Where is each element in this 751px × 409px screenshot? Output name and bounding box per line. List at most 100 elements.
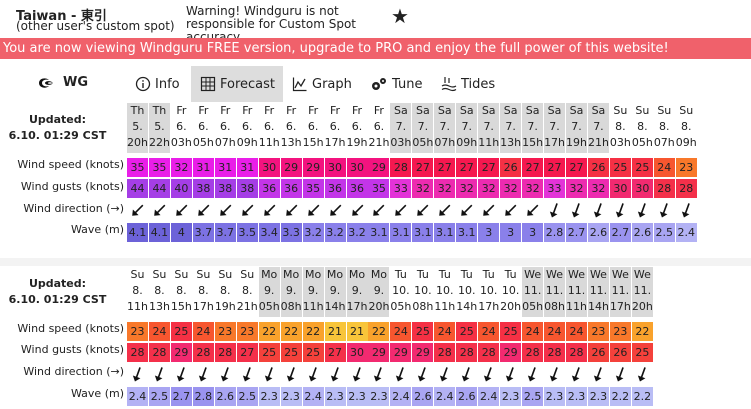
column-date: 11. xyxy=(633,284,652,297)
label-wind-gusts: Wind gusts (knots) xyxy=(20,343,124,356)
column-day: Tu xyxy=(416,268,429,281)
column-day: Sa xyxy=(459,104,474,117)
column-day: Mo xyxy=(304,268,322,281)
wind-speed-cell: 25 xyxy=(170,322,192,341)
tab-forecast[interactable]: Forecast xyxy=(191,66,283,102)
column-header: Tu 10. 20h xyxy=(500,267,522,317)
wind-gusts-cell: 28 xyxy=(566,343,587,362)
wind-gusts-cell: 28 xyxy=(148,343,170,362)
wind-speed-cell: 31 xyxy=(192,158,214,177)
wind-speed-cell: 25 xyxy=(456,322,478,341)
column-header: Sa 7. 21h xyxy=(587,103,609,153)
column-hour: 19h xyxy=(214,300,236,313)
wind-speed-cell: 27 xyxy=(412,158,434,177)
wind-gusts-cell: 32 xyxy=(587,179,609,198)
favorite-star-icon[interactable]: ★ xyxy=(391,4,409,28)
column-day: Su xyxy=(152,268,167,281)
column-hour: 05h xyxy=(390,300,412,313)
column-day: Fr xyxy=(351,104,363,117)
wind-direction-arrow-icon xyxy=(325,200,346,221)
column-date: 9. xyxy=(329,284,341,297)
wind-direction-arrow-icon xyxy=(456,364,477,385)
tab-tides[interactable]: Tides xyxy=(441,66,501,102)
wave-cell: 2.4 xyxy=(434,387,456,406)
windguru-logo[interactable]: WG xyxy=(37,75,88,90)
column-header: Tu 10. 05h xyxy=(390,267,412,317)
wave-cell: 3 xyxy=(500,223,522,242)
wind-direction-arrow-icon xyxy=(171,364,192,385)
column-hour: 08h xyxy=(544,300,566,313)
wave-cell: 2.4 xyxy=(478,387,500,406)
column-header: Mo 9. 20h xyxy=(368,267,390,317)
column-hour: 19h xyxy=(566,136,587,149)
forecast-table-1: Updated: 6.10. 01:29 CST Wind speed (kno… xyxy=(0,102,751,268)
wind-gusts-cell: 36 xyxy=(346,179,368,198)
tab-info[interactable]: Info xyxy=(135,66,185,102)
label-wave: Wave (m) xyxy=(71,223,124,236)
column-date: 6. xyxy=(220,120,231,133)
column-date: 11. xyxy=(611,284,630,297)
tab-tune[interactable]: Tune xyxy=(370,66,426,102)
wind-direction-arrow-icon xyxy=(544,364,565,385)
windguru-logo-icon xyxy=(39,77,53,88)
wind-direction-arrow-icon xyxy=(522,364,543,385)
column-date: 7. xyxy=(395,120,407,133)
column-date: 8. xyxy=(198,284,209,297)
column-date: 8. xyxy=(637,120,648,133)
column-day: Sa xyxy=(437,104,452,117)
column-header: Fr 6. 19h xyxy=(346,103,368,153)
column-hour: 07h xyxy=(434,136,456,149)
column-hour: 17h xyxy=(346,300,368,313)
wave-cell: 3.1 xyxy=(390,223,412,242)
column-date: 5. xyxy=(132,120,143,133)
column-date: 11. xyxy=(545,284,564,297)
column-date: 9. xyxy=(285,284,297,297)
column-header: Sa 7. 19h xyxy=(566,103,587,153)
wind-direction-arrow-icon xyxy=(127,200,148,221)
wave-cell: 2.6 xyxy=(587,223,609,242)
column-day: Sa xyxy=(591,104,606,117)
column-date: 6. xyxy=(329,120,341,133)
wind-gusts-cell: 26 xyxy=(587,343,609,362)
wind-direction-arrow-icon xyxy=(127,364,148,385)
upgrade-banner[interactable]: You are now viewing Windguru FREE versio… xyxy=(0,38,751,59)
column-day: Su xyxy=(240,268,255,281)
wave-cell: 4.1 xyxy=(148,223,170,242)
wind-speed-cell: 22 xyxy=(368,322,390,341)
wind-direction-arrow-icon xyxy=(500,364,521,385)
tab-graph-label: Graph xyxy=(312,76,352,92)
wave-cell: 2.3 xyxy=(500,387,522,406)
column-header: Tu 10. 14h xyxy=(456,267,478,317)
wave-cell: 2.3 xyxy=(566,387,587,406)
wind-speed-cell: 24 xyxy=(192,322,214,341)
wave-cell: 2.3 xyxy=(346,387,368,406)
wave-cell: 3.3 xyxy=(280,223,302,242)
wave-cell: 3.2 xyxy=(324,223,346,242)
wind-direction-arrow-icon xyxy=(149,200,170,221)
wind-gusts-cell: 28 xyxy=(456,343,478,362)
column-date: 6. xyxy=(373,120,385,133)
wind-speed-cell: 30 xyxy=(258,158,280,177)
wind-gusts-cell: 30 xyxy=(631,179,653,198)
wind-gusts-cell: 33 xyxy=(544,179,566,198)
graph-icon xyxy=(292,77,307,92)
wind-gusts-cell: 32 xyxy=(566,179,587,198)
wind-speed-cell: 24 xyxy=(522,322,544,341)
windguru-logo-text: WG xyxy=(63,75,89,90)
wind-direction-arrow-icon xyxy=(566,364,587,385)
wave-cell: 3 xyxy=(522,223,544,242)
wind-gusts-cell: 35 xyxy=(302,179,324,198)
wind-direction-arrow-icon xyxy=(281,200,302,221)
column-day: Mo xyxy=(261,268,278,281)
column-header: Sa 7. 17h xyxy=(544,103,566,153)
column-header: Fr 6. 03h xyxy=(170,103,192,153)
wind-direction-arrow-icon xyxy=(237,364,258,385)
column-hour: 17h xyxy=(478,300,500,313)
column-header: Su 8. 17h xyxy=(192,267,214,317)
wind-gusts-cell: 29 xyxy=(368,343,390,362)
tab-graph[interactable]: Graph xyxy=(292,66,354,102)
wind-direction-arrow-icon xyxy=(610,364,631,385)
column-hour: 19h xyxy=(346,136,368,149)
wave-cell: 2.6 xyxy=(631,223,653,242)
wind-direction-arrow-icon xyxy=(193,364,214,385)
